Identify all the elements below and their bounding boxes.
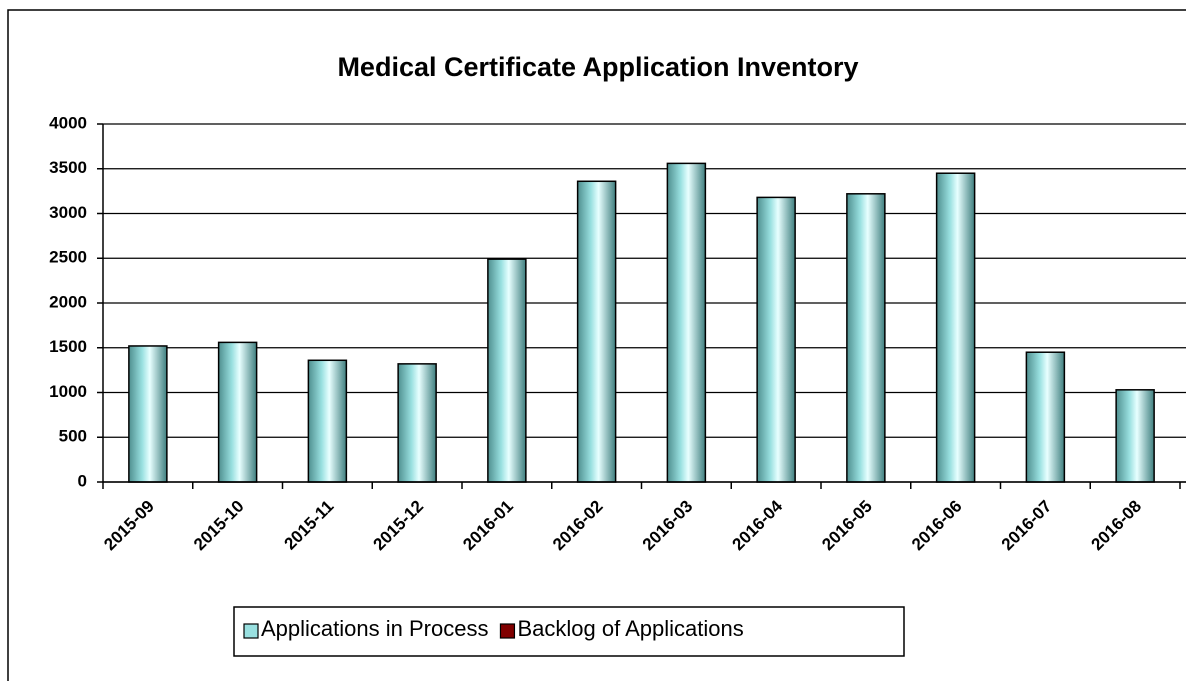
y-tick-label: 1500 [49,337,87,356]
y-tick-label: 1000 [49,382,87,401]
bar [307,359,348,483]
y-tick-label: 2000 [49,292,87,311]
legend-swatch [243,623,259,639]
legend-swatch [499,623,516,639]
y-tick-label: 500 [59,427,87,446]
y-tick-label: 3000 [49,203,87,222]
legend [233,606,905,657]
bar [217,341,258,483]
y-tick-label: 2500 [49,248,87,267]
bar [846,193,886,483]
y-tick-label: 4000 [49,113,87,132]
y-tick-label: 0 [78,471,87,490]
bar [935,172,976,483]
bar [397,363,437,483]
legend-label: Backlog of Applications [517,616,743,641]
bar [128,345,168,483]
bar [487,258,527,483]
bar [756,196,796,483]
chart-title: Medical Certificate Application Inventor… [337,52,858,82]
bar [666,162,707,483]
legend-label: Applications in Process [261,616,488,641]
bar [1115,389,1155,483]
y-tick-label: 3500 [49,158,87,177]
bar [576,180,617,483]
bar [1025,351,1066,483]
